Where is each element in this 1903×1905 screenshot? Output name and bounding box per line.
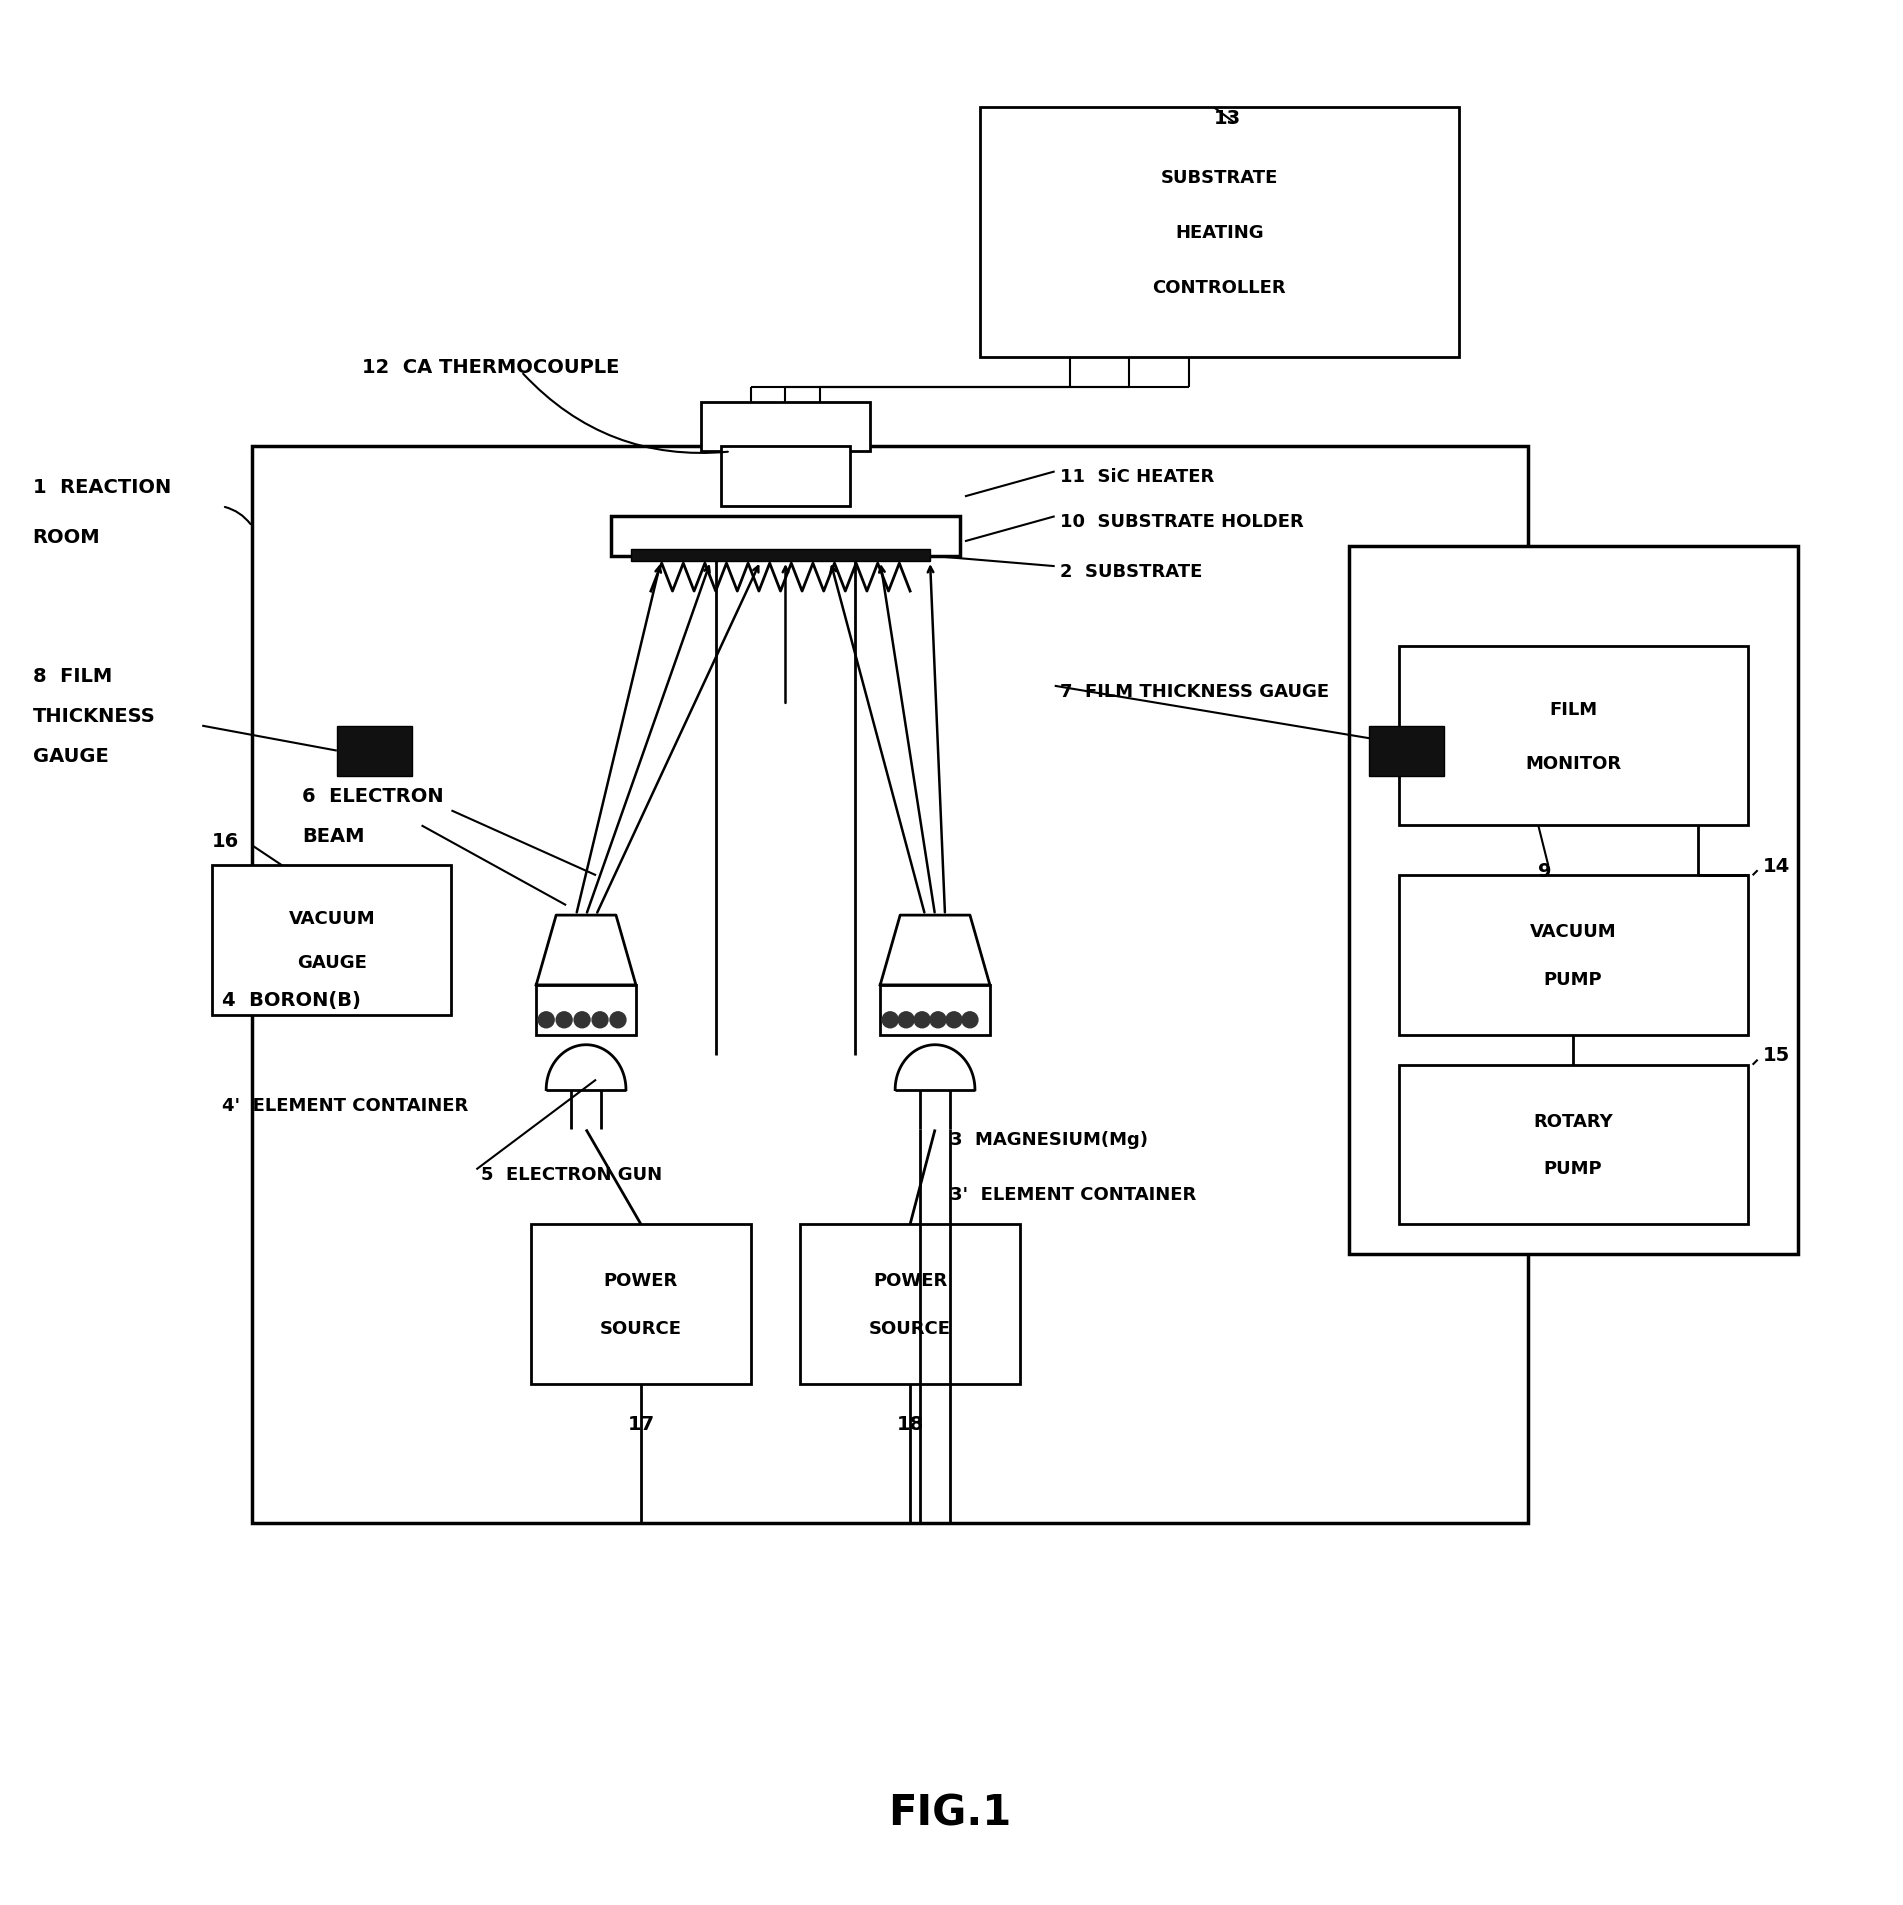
Circle shape <box>931 1012 946 1029</box>
Text: SOURCE: SOURCE <box>870 1318 952 1337</box>
Text: 11  SiC HEATER: 11 SiC HEATER <box>1060 469 1214 486</box>
Text: THICKNESS: THICKNESS <box>32 707 156 726</box>
Polygon shape <box>546 1046 626 1090</box>
Text: SOURCE: SOURCE <box>599 1318 681 1337</box>
Text: 1  REACTION: 1 REACTION <box>32 478 171 497</box>
Text: 4  BORON(B): 4 BORON(B) <box>223 991 362 1010</box>
Text: MONITOR: MONITOR <box>1524 754 1621 772</box>
Bar <box>1368 726 1444 775</box>
Text: 9: 9 <box>1538 861 1551 880</box>
Bar <box>611 516 959 556</box>
Text: 4'  ELEMENT CONTAINER: 4' ELEMENT CONTAINER <box>223 1095 468 1114</box>
Bar <box>1399 876 1747 1034</box>
Text: 14: 14 <box>1762 857 1791 874</box>
Circle shape <box>539 1012 554 1029</box>
Text: GAUGE: GAUGE <box>297 954 367 972</box>
Text: FIG.1: FIG.1 <box>889 1791 1012 1833</box>
Text: 2  SUBSTRATE: 2 SUBSTRATE <box>1060 562 1203 581</box>
Text: 10  SUBSTRATE HOLDER: 10 SUBSTRATE HOLDER <box>1060 512 1304 531</box>
Bar <box>1399 1065 1747 1225</box>
Text: 15: 15 <box>1762 1046 1791 1065</box>
Bar <box>251 448 1528 1524</box>
Bar <box>531 1225 750 1385</box>
Bar <box>721 448 851 507</box>
Bar <box>632 551 931 562</box>
Text: HEATING: HEATING <box>1174 225 1264 242</box>
Text: 12  CA THERMOCOUPLE: 12 CA THERMOCOUPLE <box>362 358 618 377</box>
Circle shape <box>883 1012 898 1029</box>
Text: PUMP: PUMP <box>1543 970 1602 989</box>
Text: 13: 13 <box>1214 109 1241 128</box>
Bar <box>537 985 636 1034</box>
Polygon shape <box>881 916 990 985</box>
Text: ROOM: ROOM <box>32 528 101 547</box>
Text: CONTROLLER: CONTROLLER <box>1153 278 1286 297</box>
Text: ROTARY: ROTARY <box>1534 1113 1614 1130</box>
Text: 5  ELECTRON GUN: 5 ELECTRON GUN <box>481 1166 662 1183</box>
Text: 7  FILM THICKNESS GAUGE: 7 FILM THICKNESS GAUGE <box>1060 682 1328 701</box>
Circle shape <box>575 1012 590 1029</box>
Text: VACUUM: VACUUM <box>1530 922 1616 941</box>
Text: 17: 17 <box>628 1414 655 1433</box>
Bar <box>1349 547 1798 1255</box>
Text: VACUUM: VACUUM <box>289 909 375 928</box>
Circle shape <box>946 1012 963 1029</box>
Circle shape <box>592 1012 607 1029</box>
Text: FILM: FILM <box>1549 701 1597 718</box>
Text: 6  ELECTRON: 6 ELECTRON <box>303 787 443 806</box>
Circle shape <box>611 1012 626 1029</box>
Text: 8  FILM: 8 FILM <box>32 667 112 686</box>
Circle shape <box>913 1012 931 1029</box>
Text: 16: 16 <box>211 831 240 850</box>
Text: 3'  ELEMENT CONTAINER: 3' ELEMENT CONTAINER <box>950 1185 1197 1204</box>
Bar <box>980 109 1458 358</box>
Bar <box>881 985 990 1034</box>
Text: 18: 18 <box>896 1414 923 1433</box>
Polygon shape <box>537 916 636 985</box>
Bar <box>211 865 451 1015</box>
Text: POWER: POWER <box>873 1271 948 1290</box>
Polygon shape <box>894 1046 974 1090</box>
Circle shape <box>963 1012 978 1029</box>
Circle shape <box>556 1012 573 1029</box>
Text: SUBSTRATE: SUBSTRATE <box>1161 170 1279 187</box>
Circle shape <box>898 1012 913 1029</box>
Text: 3  MAGNESIUM(Mg): 3 MAGNESIUM(Mg) <box>950 1132 1148 1149</box>
Bar <box>700 402 870 451</box>
Text: GAUGE: GAUGE <box>32 747 108 766</box>
Text: BEAM: BEAM <box>303 827 363 846</box>
Bar <box>1399 646 1747 827</box>
Bar <box>801 1225 1020 1385</box>
Bar <box>337 726 411 775</box>
Text: PUMP: PUMP <box>1543 1160 1602 1177</box>
Text: POWER: POWER <box>603 1271 677 1290</box>
